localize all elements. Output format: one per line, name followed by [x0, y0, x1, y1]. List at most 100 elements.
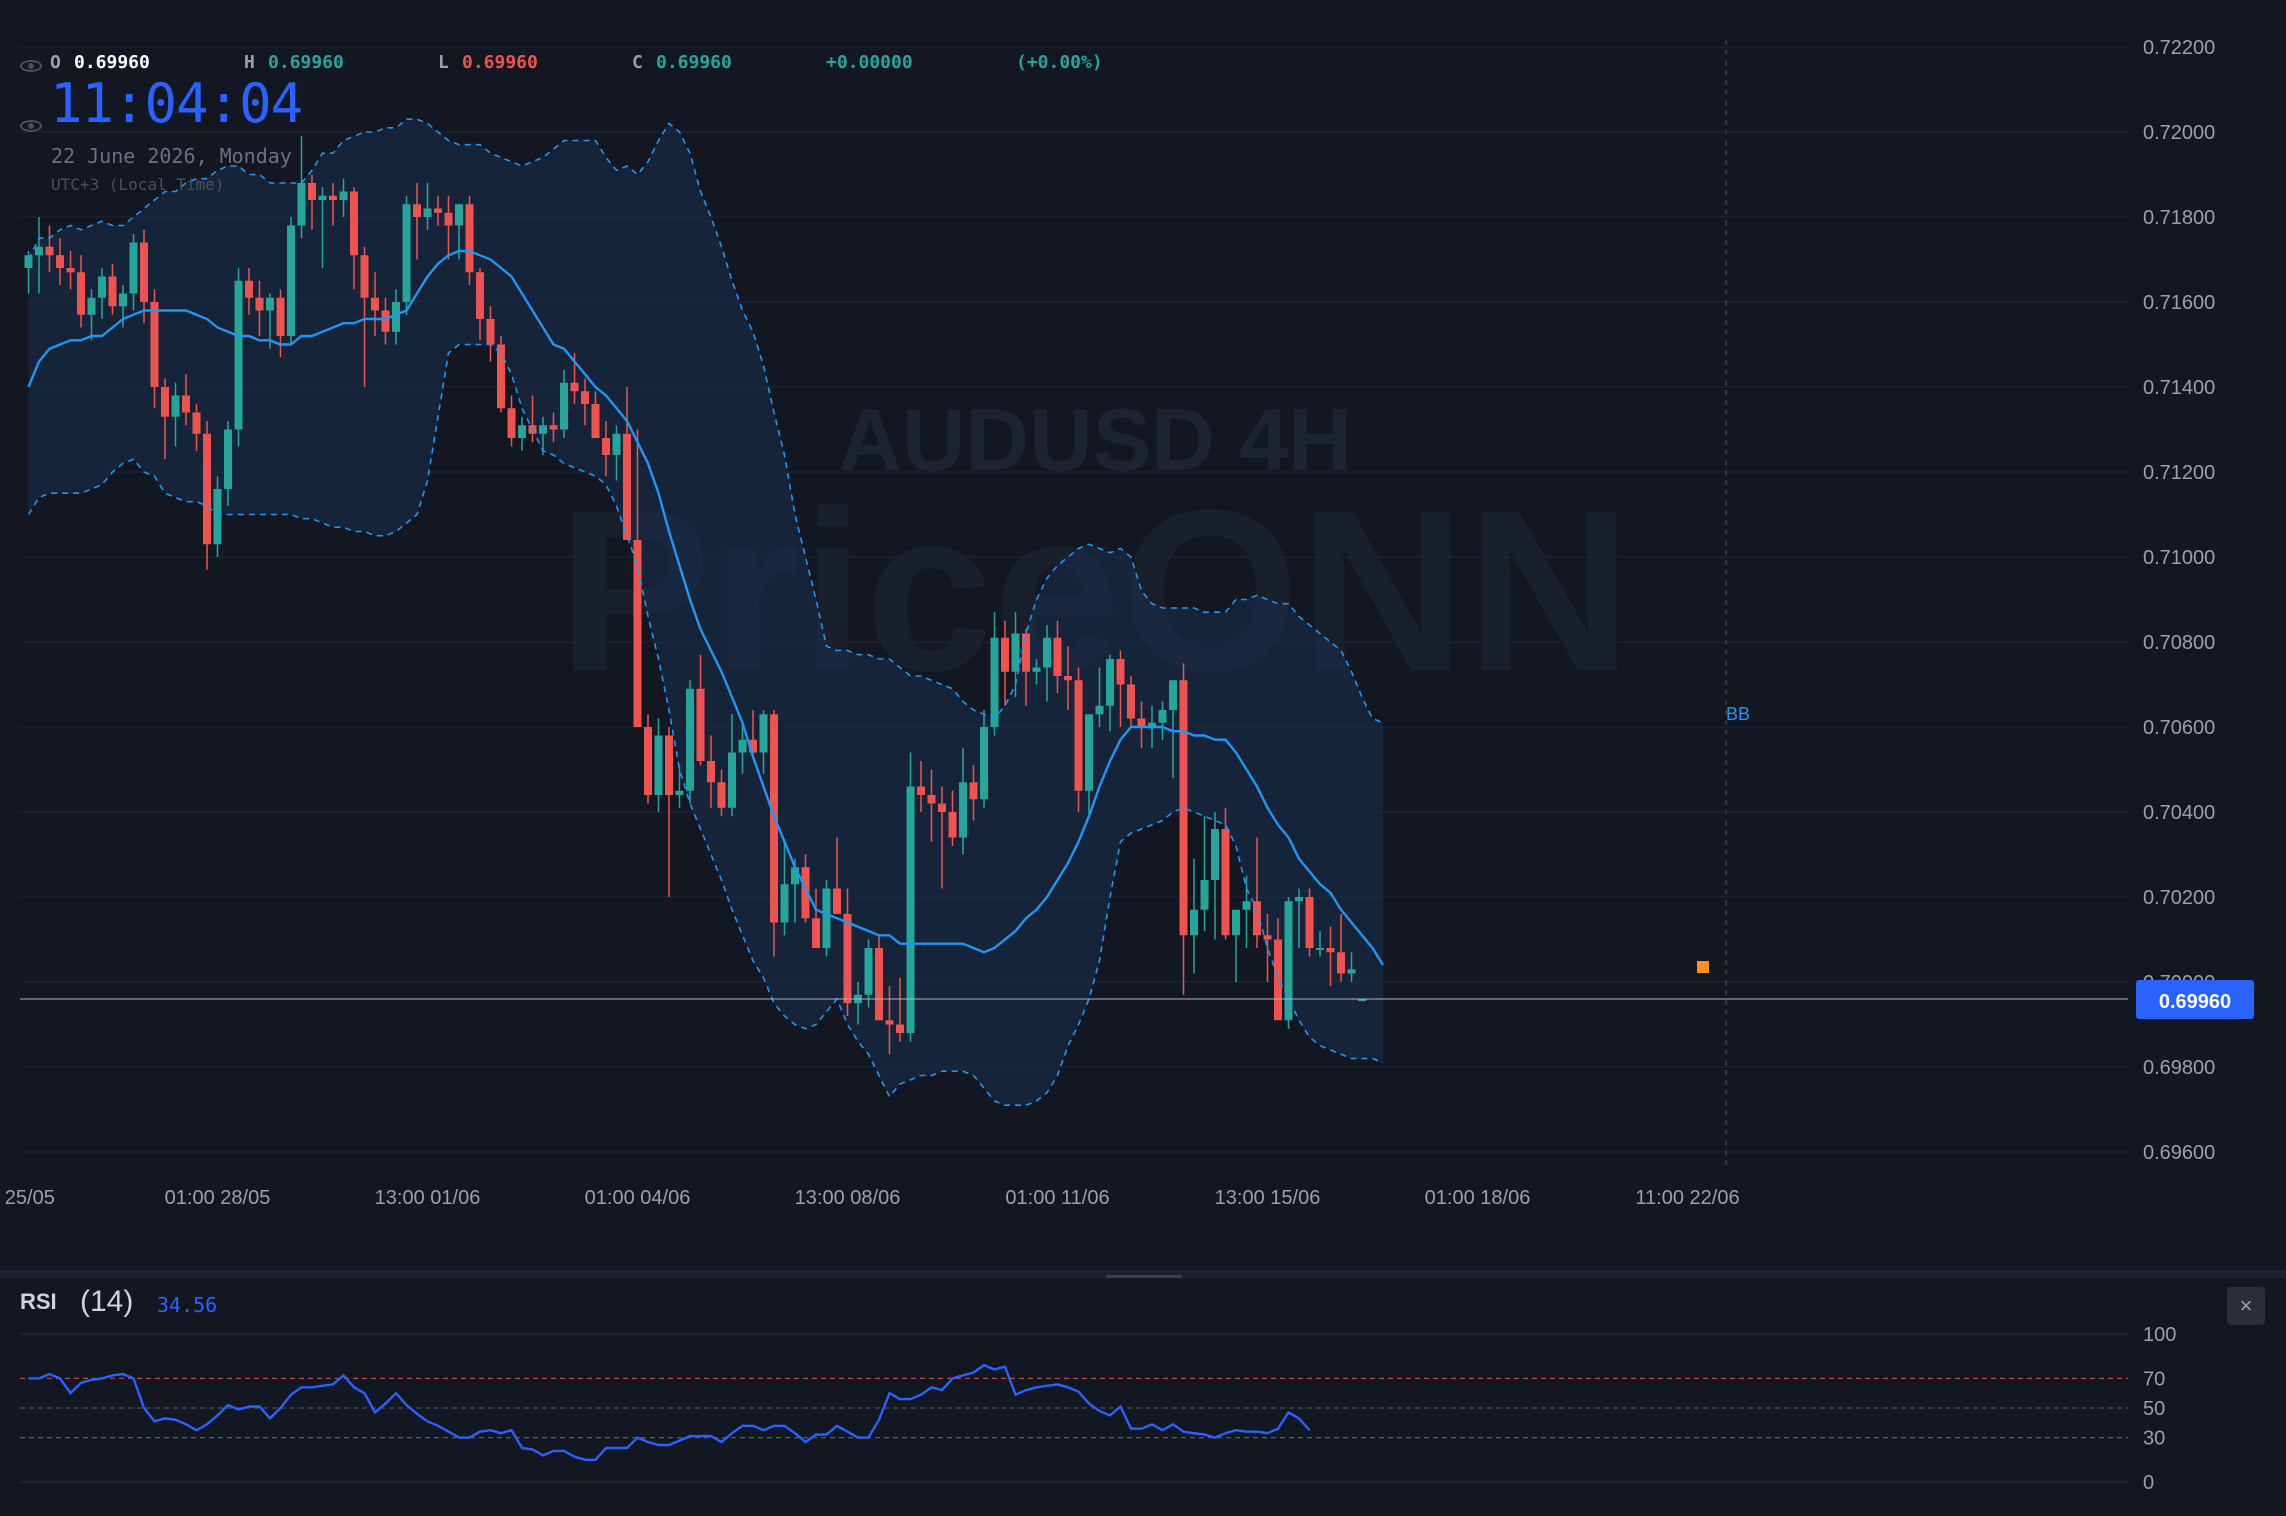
high-label: H [244, 52, 255, 73]
candle [1074, 667, 1083, 812]
price-tick-label: 0.70600 [2143, 717, 2215, 739]
candle [1022, 629, 1030, 706]
candle-body [24, 255, 33, 268]
candle-body [455, 204, 463, 226]
candle-body [959, 782, 967, 838]
candle-body [644, 727, 652, 795]
candle [518, 416, 526, 451]
candle [1137, 701, 1146, 749]
candle-body [602, 438, 610, 455]
candle [896, 977, 904, 1042]
resize-handle[interactable] [1106, 1275, 1182, 1278]
candle [1305, 888, 1314, 957]
main-chart[interactable]: AUDUSD 4H PriceONN 0.722000.720000.71800… [0, 0, 2286, 1270]
candle [560, 370, 568, 438]
rsi-chart[interactable]: 100 70 50 30 0 [0, 1278, 2286, 1516]
candle [360, 246, 369, 387]
candle [1358, 999, 1366, 1001]
eye-icon[interactable] [20, 60, 42, 72]
rsi-tick-label: 50 [2143, 1398, 2165, 1420]
candle [1053, 620, 1062, 693]
candle-body [171, 395, 180, 417]
candle [1221, 807, 1230, 940]
candle-body [192, 412, 201, 434]
candle-body [1011, 633, 1020, 672]
candle-body [843, 914, 852, 1004]
candle [77, 255, 85, 328]
candle-body [245, 280, 253, 298]
bollinger-band-lines [27, 118, 1385, 1106]
candle-body [1116, 659, 1125, 685]
candle [612, 425, 621, 481]
candle [161, 378, 169, 460]
candle-body [717, 782, 726, 808]
candle-body [1095, 705, 1104, 715]
candle [1200, 816, 1209, 931]
candle-body [1242, 901, 1251, 910]
bb-indicator-label[interactable]: BB [1726, 704, 1750, 724]
price-tag-background [2136, 980, 2254, 1019]
candle-body [423, 208, 432, 217]
close-value: 0.69960 [656, 52, 732, 73]
candle-body [287, 225, 295, 336]
price-tick-label: 0.71800 [2143, 207, 2215, 229]
candle-body [633, 540, 642, 727]
close-indicator-button[interactable]: × [2227, 1287, 2265, 1325]
candle [255, 280, 264, 336]
candle-body [203, 433, 211, 545]
pane-divider[interactable] [0, 1270, 2286, 1278]
price-tag: 0.69960 [2136, 980, 2254, 1019]
candle-body [255, 297, 264, 311]
candle-body [150, 302, 159, 387]
rsi-period: (14) [80, 1285, 134, 1318]
rsi-tick-label: 0 [2143, 1472, 2154, 1494]
candle [1232, 909, 1240, 982]
candle-body [1263, 935, 1272, 940]
candle [969, 765, 978, 821]
price-tick-label: 0.69600 [2143, 1142, 2215, 1164]
candle [780, 841, 789, 936]
candle-body [1211, 829, 1219, 880]
candle-body [623, 433, 631, 540]
candle [875, 935, 883, 1021]
candle [35, 217, 43, 294]
candle [885, 986, 894, 1055]
candle-body [266, 297, 274, 311]
rsi-axis: 100 70 50 30 0 [2143, 1324, 2176, 1494]
candle-body [444, 212, 453, 226]
candle-body [329, 195, 337, 200]
candle-body [665, 735, 673, 795]
candle [245, 268, 253, 315]
rsi-series-line [28, 1363, 1311, 1461]
candle [413, 183, 421, 260]
candle [1253, 837, 1261, 948]
candle-body [129, 242, 138, 294]
candle [1274, 918, 1282, 1021]
candle-body [1326, 948, 1335, 953]
candle-body [108, 276, 117, 307]
candle-body [1137, 718, 1146, 727]
candle [990, 612, 999, 736]
candle-body [549, 425, 558, 430]
candle-body [140, 242, 148, 302]
candle-body [1158, 710, 1167, 723]
candle [1032, 659, 1041, 685]
price-tick-label: 0.70400 [2143, 802, 2215, 824]
candle [329, 183, 337, 226]
time-axis[interactable]: 00 25/05 01:00 28/05 13:00 01/06 01:00 04/0… [0, 1187, 1740, 1209]
candle-body [927, 795, 936, 804]
candle [1347, 952, 1356, 982]
time-tick-label: 01:00 04/06 [585, 1187, 691, 1209]
candle [1001, 620, 1009, 706]
candle [728, 714, 736, 817]
eye-icon[interactable] [20, 120, 42, 132]
candle [644, 714, 652, 804]
candle-body [1337, 952, 1345, 974]
candle-body [1148, 722, 1156, 727]
candle [1085, 714, 1093, 817]
candle-body [969, 782, 978, 800]
candle-body [56, 255, 64, 268]
candle-body [1032, 667, 1041, 672]
candle [938, 786, 946, 889]
candle [927, 769, 936, 842]
